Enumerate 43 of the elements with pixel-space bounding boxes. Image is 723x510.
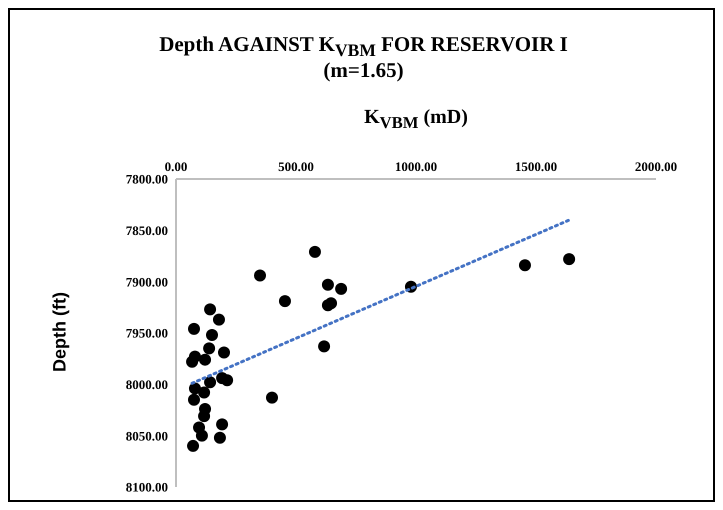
- point: [198, 410, 210, 422]
- x-tick-label: 1500.00: [514, 159, 558, 174]
- point: [188, 394, 200, 406]
- point: [318, 340, 330, 352]
- point: [204, 303, 216, 316]
- point: [203, 342, 216, 354]
- point: [206, 329, 218, 342]
- point: [214, 432, 226, 444]
- point: [187, 440, 200, 452]
- point: [212, 314, 225, 326]
- point: [196, 430, 208, 442]
- point: [188, 322, 200, 335]
- x-tick-label: 2000.00: [634, 159, 678, 174]
- point: [335, 282, 348, 295]
- point: [518, 259, 531, 272]
- point: [204, 376, 216, 388]
- x-axis-title: K$_{VBM}$ (mD): [363, 106, 469, 133]
- point: [186, 356, 198, 368]
- point: [266, 392, 278, 404]
- point: [278, 295, 291, 308]
- y-tick-label: 7900.00: [126, 274, 168, 290]
- x-tick-label: 500.00: [278, 159, 314, 174]
- y-tick-label: 7800.00: [126, 172, 168, 187]
- point: [198, 386, 210, 399]
- y-tick-label: 8100.00: [126, 480, 168, 495]
- y-axis-title: Depth (ft): [50, 292, 70, 372]
- point: [254, 270, 266, 282]
- point: [218, 346, 230, 359]
- point: [216, 372, 228, 384]
- chart-subtitle: (m=1.65): [322, 58, 405, 83]
- x-tick-label: 1000.00: [394, 159, 438, 174]
- point: [216, 418, 228, 430]
- y-tick-label: 7850.00: [126, 222, 168, 238]
- y-tick-label: 7950.00: [126, 326, 168, 341]
- point: [308, 246, 321, 258]
- point: [563, 253, 576, 266]
- chart-title: Depth AGAINST K$_{VBM}$ FOR RESERVOIR I: [159, 32, 568, 60]
- y-tick-label: 8050.00: [126, 428, 168, 444]
- y-tick-label: 8000.00: [126, 376, 168, 392]
- point: [199, 354, 212, 366]
- point: [322, 278, 334, 291]
- x-tick-label: 0.00: [164, 159, 188, 174]
- point: [325, 297, 338, 310]
